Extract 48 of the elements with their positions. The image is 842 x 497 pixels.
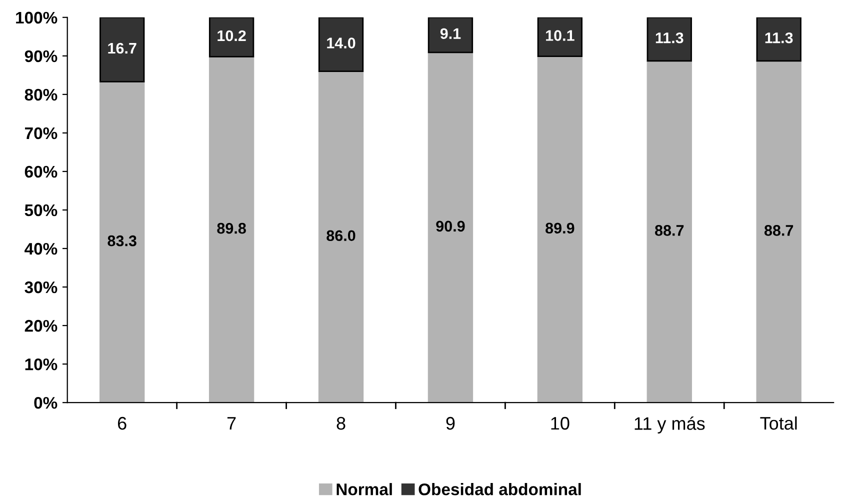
y-tick-label: 20% — [24, 320, 58, 332]
data-label: 10.2 — [218, 30, 246, 42]
bar — [318, 17, 364, 72]
data-label: 86.0 — [326, 230, 356, 242]
data-label: 83.3 — [108, 235, 136, 246]
data-label: 14.0 — [327, 38, 356, 48]
y-tick-label: 0% — [34, 396, 58, 409]
bar — [428, 17, 474, 54]
x-tick-label: 11 y más — [634, 416, 705, 434]
bar — [756, 60, 802, 403]
bar — [318, 70, 364, 403]
x-tick-label: 9 — [446, 416, 455, 430]
y-tick-label: 10% — [25, 358, 58, 370]
legend-label: Normal — [336, 483, 392, 496]
data-label: 10.1 — [546, 30, 574, 41]
x-tick-label: 8 — [336, 416, 346, 430]
y-tick-label: 30% — [24, 281, 58, 294]
x-tick-label: 10 — [551, 416, 570, 430]
data-label: 89.9 — [546, 222, 574, 234]
data-label: 9.1 — [440, 28, 461, 40]
y-tick-label: 80% — [24, 88, 58, 101]
legend-label: Obesidad abdominal — [418, 483, 581, 496]
data-label: 90.9 — [436, 220, 465, 232]
y-tick-label: 60% — [24, 166, 58, 178]
data-label: 89.8 — [217, 222, 246, 234]
data-label: 88.7 — [764, 225, 794, 236]
bar — [646, 60, 692, 403]
y-tick-label: 40% — [24, 242, 58, 255]
y-tick-label: 90% — [24, 50, 58, 62]
y-tick-label: 50% — [24, 204, 58, 216]
bar — [537, 17, 583, 57]
x-tick-label: 6 — [118, 416, 126, 430]
bar — [646, 17, 692, 62]
data-label: 11.3 — [656, 32, 684, 44]
y-tick-label: 100% — [16, 12, 58, 24]
data-label: 88.7 — [655, 225, 684, 236]
bar — [100, 17, 145, 82]
bar — [537, 56, 583, 403]
x-tick-label: Total — [760, 416, 797, 430]
data-label: 11.3 — [765, 32, 793, 44]
bar — [428, 52, 474, 403]
x-tick-label: 7 — [227, 417, 236, 430]
bar — [208, 56, 254, 403]
data-label: 16.7 — [108, 42, 136, 54]
y-tick-label: 70% — [24, 127, 58, 140]
bar — [208, 17, 254, 58]
bar — [100, 81, 145, 403]
bar — [756, 17, 802, 62]
